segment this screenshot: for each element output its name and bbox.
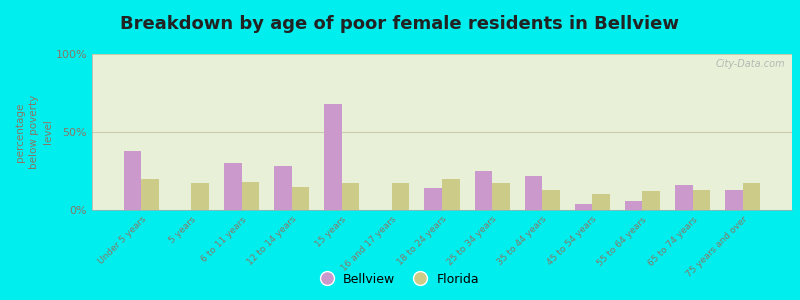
- Bar: [342, 184, 359, 210]
- Bar: [592, 194, 610, 210]
- Legend: Bellview, Florida: Bellview, Florida: [316, 268, 484, 291]
- Bar: [191, 184, 209, 210]
- Bar: [492, 184, 510, 210]
- Bar: [693, 190, 710, 210]
- Bar: [425, 188, 442, 210]
- Bar: [625, 201, 642, 210]
- Bar: [675, 185, 693, 210]
- Bar: [574, 204, 592, 210]
- Bar: [725, 190, 742, 210]
- Bar: [442, 179, 459, 210]
- Bar: [525, 176, 542, 210]
- Bar: [242, 182, 259, 210]
- Text: City-Data.com: City-Data.com: [715, 59, 785, 69]
- Bar: [324, 104, 342, 210]
- Text: Breakdown by age of poor female residents in Bellview: Breakdown by age of poor female resident…: [121, 15, 679, 33]
- Bar: [742, 184, 760, 210]
- Bar: [224, 163, 242, 210]
- Bar: [474, 171, 492, 210]
- Bar: [142, 179, 159, 210]
- Bar: [292, 187, 310, 210]
- Bar: [274, 166, 292, 210]
- Y-axis label: percentage
below poverty
level: percentage below poverty level: [14, 95, 53, 169]
- Bar: [542, 190, 560, 210]
- Bar: [124, 151, 142, 210]
- Bar: [642, 191, 660, 210]
- Bar: [392, 184, 410, 210]
